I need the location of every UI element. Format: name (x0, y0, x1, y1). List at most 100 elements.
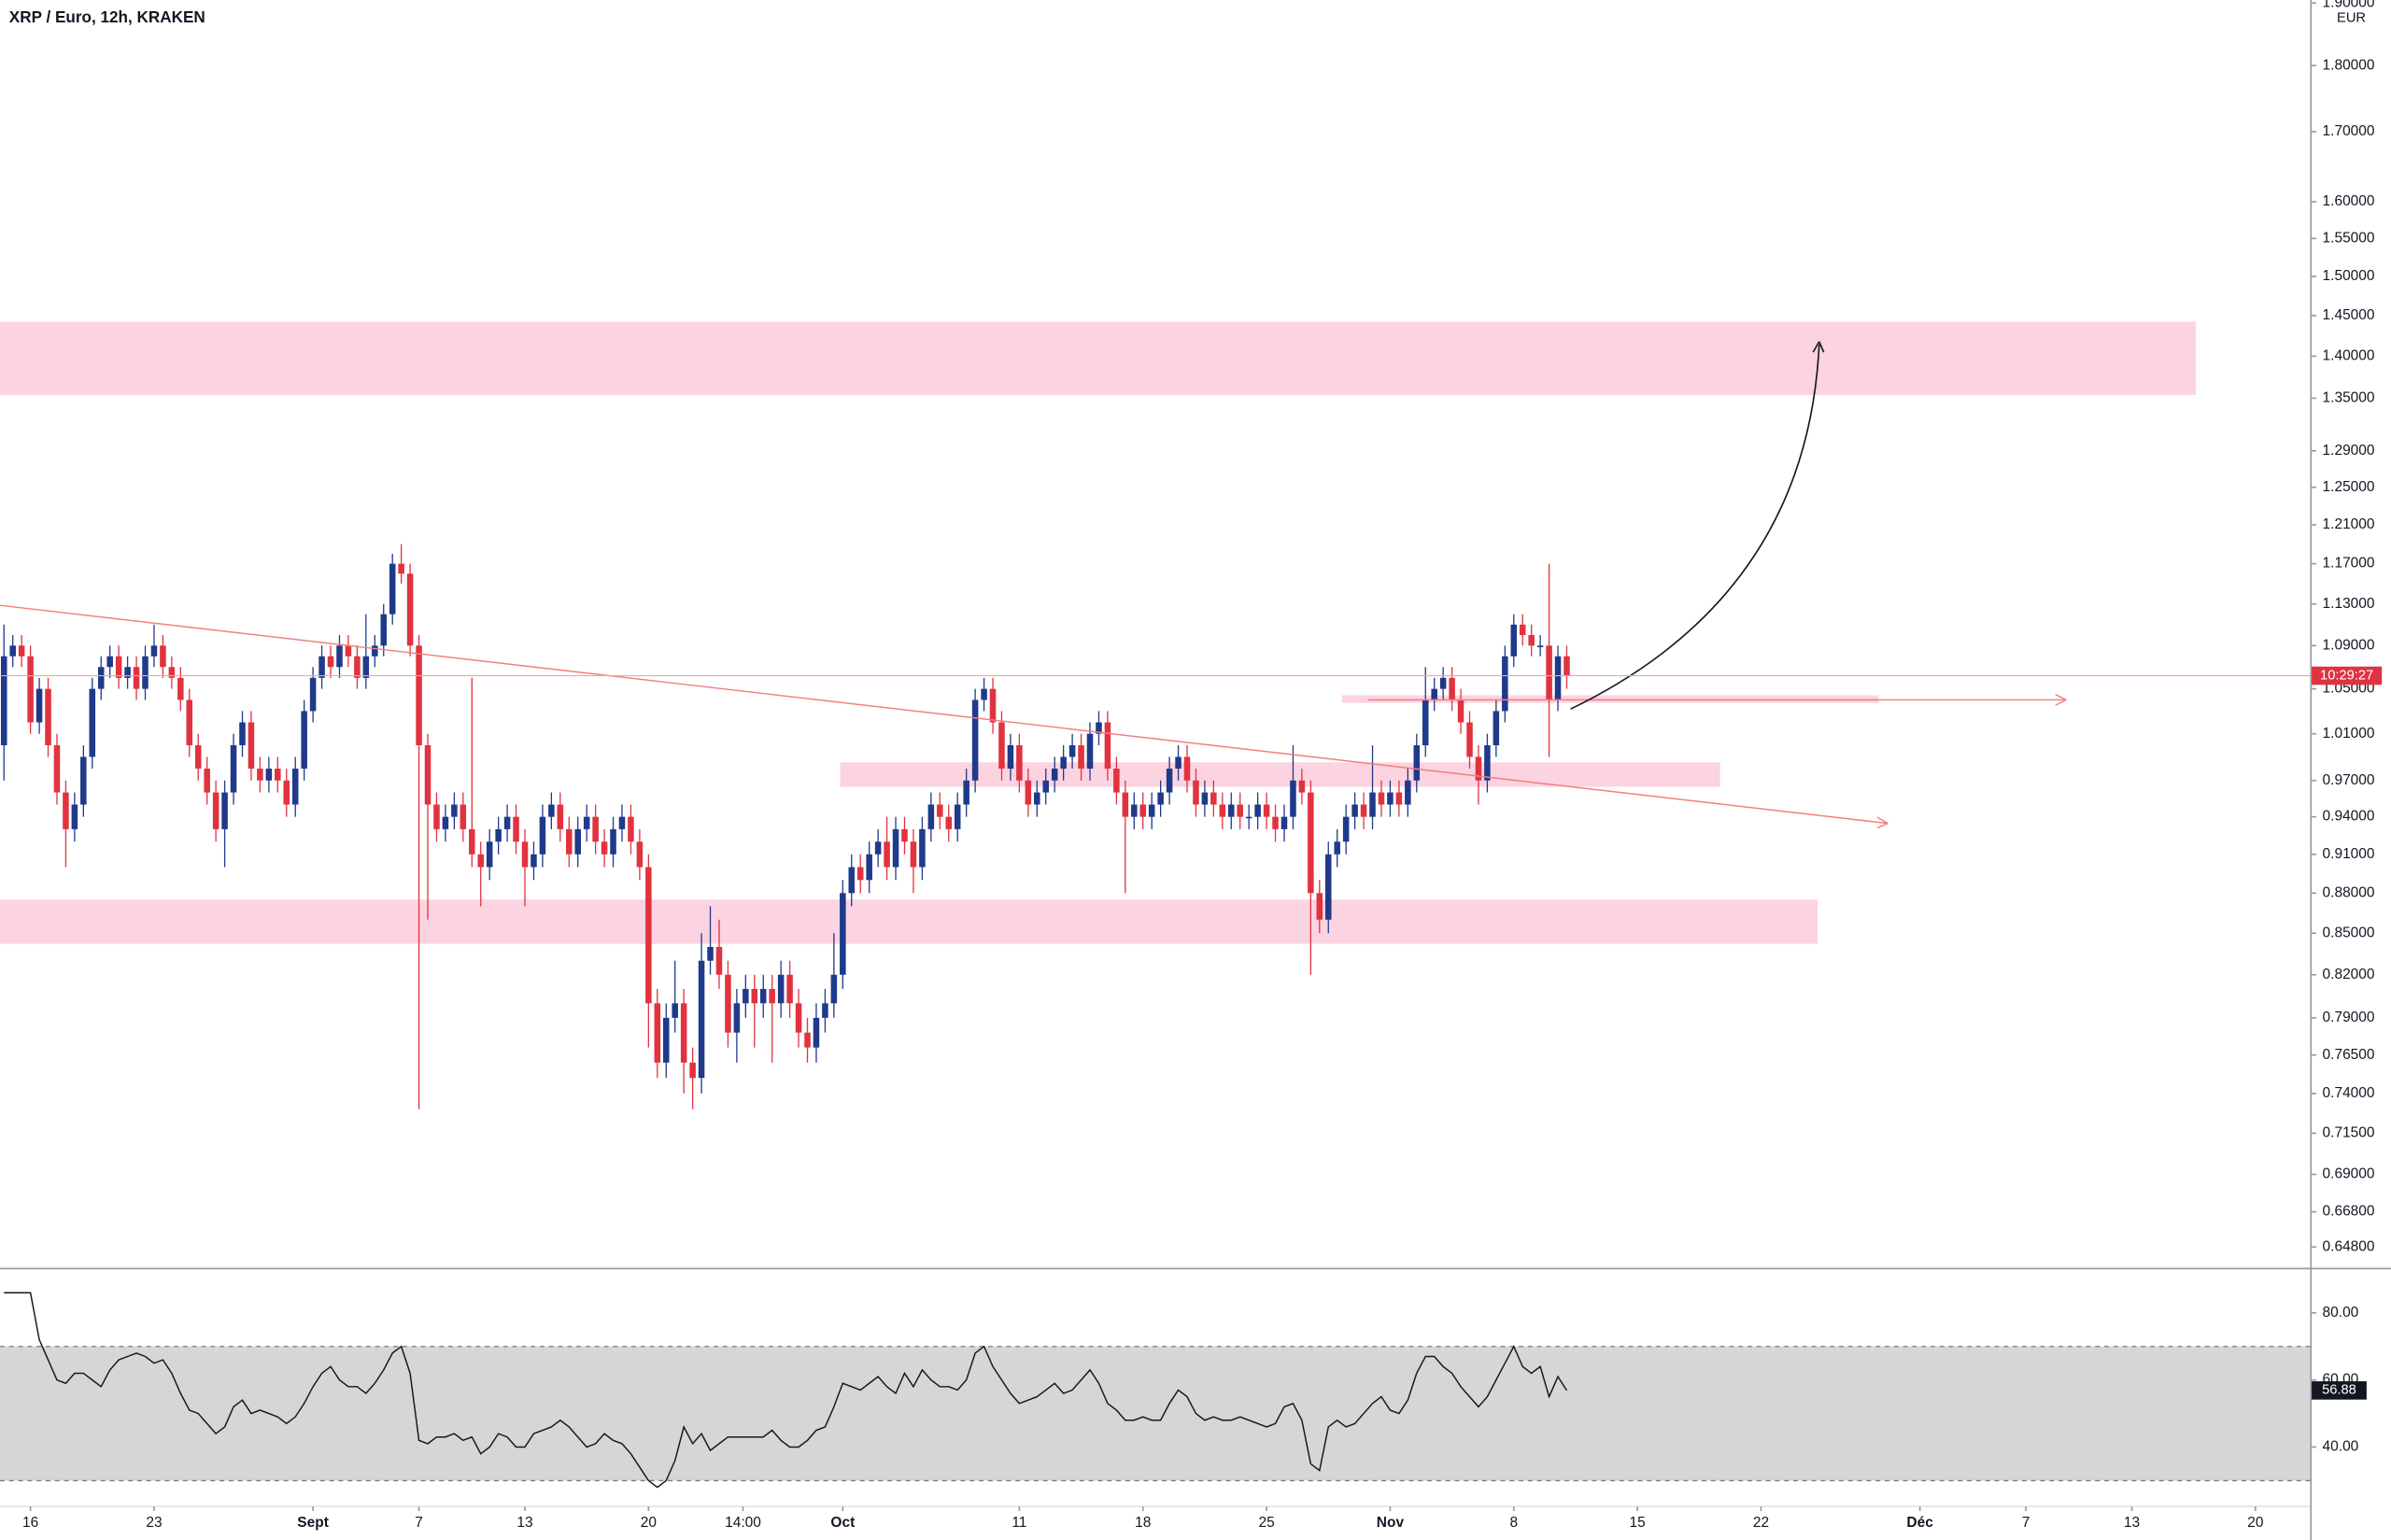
candle-body (1104, 722, 1111, 770)
x-tick-label: 20 (641, 1515, 658, 1531)
candle-body (1201, 792, 1209, 805)
chart-title: XRP / Euro, 12h, KRAKEN (9, 7, 205, 26)
candle-body (221, 792, 228, 829)
candle-body (901, 828, 908, 842)
candle-body (645, 867, 652, 1004)
candle-body (1096, 722, 1102, 734)
candle-body (301, 711, 307, 770)
x-tick-label: 18 (1135, 1515, 1151, 1531)
candle-body (1378, 792, 1385, 805)
trend-arrowhead (1876, 816, 1889, 829)
candle-body (486, 841, 493, 868)
candle-body (689, 1062, 696, 1079)
y-tick-label: 0.91000 (2323, 846, 2375, 862)
candle-body (971, 699, 979, 781)
candle-body (362, 656, 370, 678)
candle-body (1263, 804, 1270, 817)
candle-body (813, 1017, 820, 1048)
candle-body (416, 645, 422, 746)
candle-body (1060, 756, 1067, 770)
candle-body (398, 563, 404, 574)
candle-body (989, 688, 997, 723)
candle-body (1413, 745, 1421, 781)
candle-body (1078, 745, 1084, 770)
candle-body (248, 722, 255, 770)
candle-body (1369, 792, 1376, 817)
candle-body (672, 1003, 678, 1018)
candle-body (186, 699, 193, 746)
candle-body (840, 893, 846, 975)
candle-body (725, 974, 731, 1033)
candle-body (18, 645, 25, 657)
candle-body (1131, 804, 1138, 817)
candle-body (97, 667, 105, 689)
y-tick-label: 1.60000 (2323, 193, 2375, 209)
support-zone (840, 762, 1720, 787)
y-tick-label: 0.66800 (2323, 1204, 2375, 1220)
candle-body (830, 974, 838, 1004)
candle-body (318, 656, 325, 678)
candle-body (513, 816, 519, 842)
candle-body (1475, 756, 1482, 781)
candle-body (460, 804, 467, 829)
candle-body (769, 988, 775, 1004)
candle-body (1405, 780, 1411, 805)
candle-body (1051, 769, 1058, 781)
candle-body (539, 816, 546, 855)
y-tick-label: 0.85000 (2323, 925, 2375, 940)
candle-body (583, 816, 590, 829)
candle-body (1439, 677, 1447, 689)
candle-body (531, 854, 537, 868)
candle-body (927, 804, 935, 829)
candle-body (1007, 745, 1014, 770)
candle-body (1457, 699, 1464, 723)
candle-body (1510, 624, 1518, 657)
candle-body (919, 828, 926, 868)
candle-body (1528, 635, 1535, 646)
rsi-band (0, 1346, 2311, 1481)
candle-body (1387, 792, 1394, 805)
candle-body (177, 677, 184, 700)
rsi-value-label: 56.88 (2322, 1383, 2356, 1398)
candle-body (89, 688, 96, 757)
candle-body (160, 645, 166, 668)
candle-body (1228, 804, 1235, 817)
candle-body (424, 745, 432, 805)
candle-body (265, 769, 273, 781)
last-price-tag (2312, 666, 2383, 685)
candle-body (848, 867, 856, 894)
candle-body (743, 988, 749, 1004)
x-tick-label: Oct (830, 1515, 855, 1531)
candle-body (998, 722, 1005, 770)
candle-body (212, 792, 219, 829)
candle-body (892, 828, 899, 868)
candle-body (981, 688, 987, 700)
candle-body (1237, 804, 1243, 817)
candle-body (1193, 780, 1199, 805)
candle-body (707, 946, 714, 961)
level-arrowhead (2055, 694, 2067, 706)
candle-body (786, 974, 793, 1004)
candle-body (1148, 804, 1155, 817)
candle-body (1245, 816, 1252, 819)
candle-body (874, 841, 882, 855)
candle-body (937, 804, 943, 817)
y-tick-label: 0.82000 (2323, 967, 2375, 982)
candle-body (945, 816, 953, 829)
x-tick-label: 25 (1258, 1515, 1274, 1531)
x-tick-label: 16 (22, 1515, 38, 1531)
y-tick-label: 1.55000 (2323, 230, 2375, 246)
y-tick-label: 0.97000 (2323, 772, 2375, 788)
candle-body (495, 828, 502, 842)
candle-body (680, 1003, 687, 1063)
candle-body (1068, 745, 1076, 757)
candle-body (1563, 656, 1570, 676)
candle-body (1422, 699, 1429, 746)
y-tick-label: 0.79000 (2323, 1010, 2375, 1025)
candle-body (804, 1032, 811, 1048)
candle-body (1554, 656, 1562, 700)
y-tick-label: 1.40000 (2323, 347, 2375, 363)
candle-body (1175, 756, 1181, 770)
candle-body (715, 946, 723, 975)
